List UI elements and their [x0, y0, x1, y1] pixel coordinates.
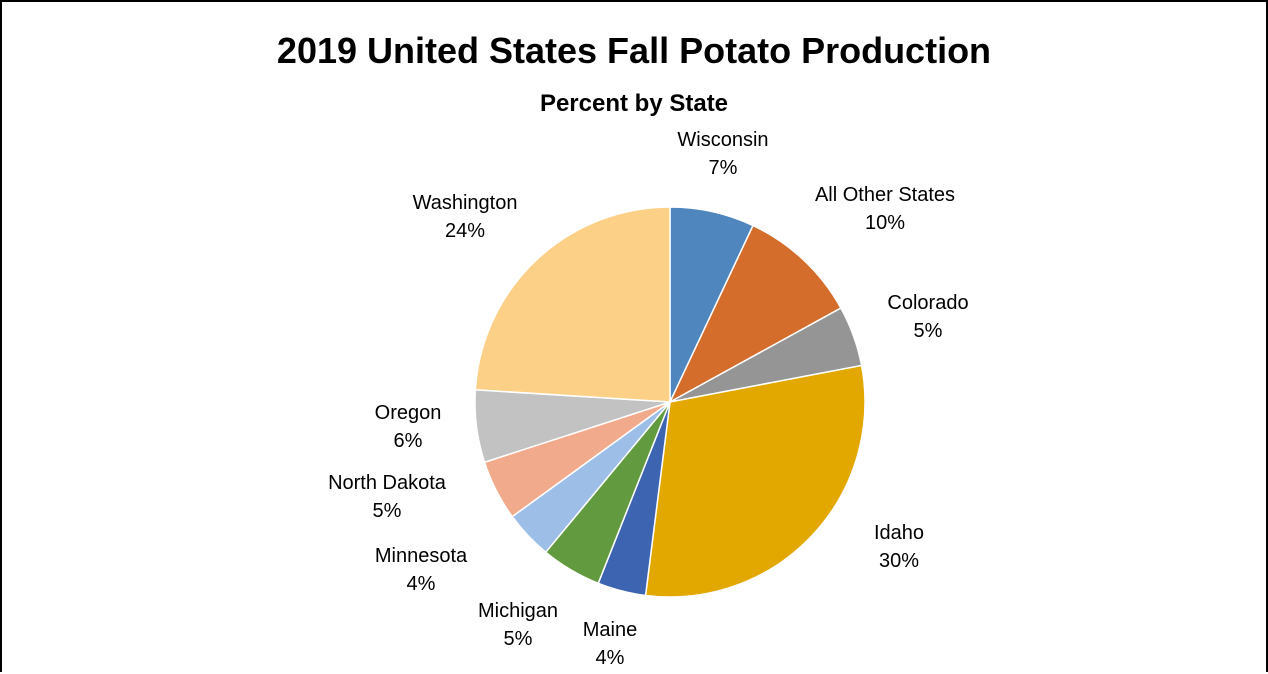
slice-value-label-wisconsin: 7%	[709, 157, 738, 179]
slice-value-label-washington: 24%	[445, 220, 485, 242]
slice-value-label-colorado: 5%	[914, 320, 943, 342]
slice-value-label-oregon: 6%	[394, 430, 423, 452]
pie-slice-idaho	[644, 364, 866, 598]
slice-value-label-michigan: 5%	[504, 628, 533, 650]
slice-value-label-minnesota: 4%	[407, 573, 436, 595]
slice-label-washington: Washington	[413, 192, 518, 214]
slice-value-label-north-dakota: 5%	[373, 500, 402, 522]
slice-value-label-all-other-states: 10%	[865, 212, 905, 234]
slice-value-label-idaho: 30%	[879, 550, 919, 572]
slice-label-all-other-states: All Other States	[815, 184, 955, 206]
slice-label-minnesota: Minnesota	[375, 545, 468, 567]
slice-label-colorado: Colorado	[887, 292, 968, 314]
chart-title: 2019 United States Fall Potato Productio…	[276, 30, 992, 71]
slice-label-north-dakota: North Dakota	[328, 472, 447, 494]
slice-label-michigan: Michigan	[478, 600, 558, 622]
pie-slice-washington	[474, 206, 671, 403]
slice-label-maine: Maine	[583, 619, 637, 641]
pie-slices	[474, 206, 866, 598]
pie-slice-all-other-states	[668, 224, 842, 404]
slice-label-wisconsin: Wisconsin	[677, 129, 768, 151]
pie-labels: Wisconsin 7% All Other States 10% Colorado 5%…	[328, 129, 969, 669]
slice-label-idaho: Idaho	[874, 522, 924, 544]
chart-subtitle: Percent by State	[539, 90, 729, 117]
slice-label-oregon: Oregon	[375, 402, 442, 424]
slice-value-label-maine: 4%	[596, 647, 625, 669]
